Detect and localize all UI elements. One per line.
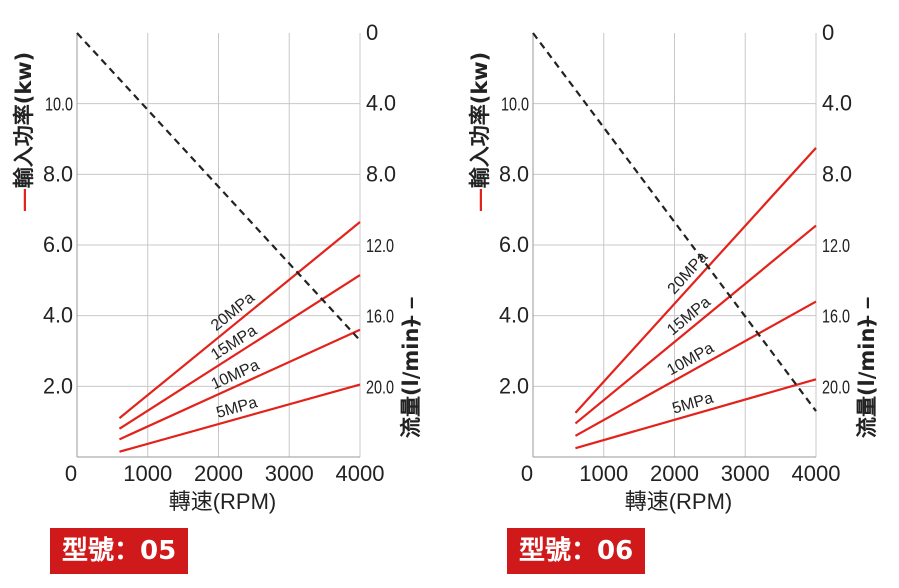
x-tick-label: 0 [521, 461, 533, 486]
x-tick-label: 0 [65, 461, 77, 486]
power-line-15MPa [118, 274, 361, 430]
y-left-tick-label: 4.0 [43, 303, 73, 328]
y-left-axis-title: 輸入功率(kw) [468, 52, 492, 189]
model-label-05: 型號：05 [50, 528, 189, 574]
power-line-5MPa [575, 378, 817, 450]
y-right-tick-label: 8.0 [366, 161, 396, 186]
x-tick-label: 1000 [123, 461, 172, 486]
y-left-tick-label: 10.0 [501, 95, 529, 115]
y-right-series-marker: – – [398, 297, 423, 328]
power-line-10MPa [574, 300, 817, 437]
y-left-tick-label: 6.0 [499, 232, 529, 257]
y-right-tick-label: 4.0 [366, 91, 396, 116]
y-right-tick-label: 12.0 [366, 236, 394, 256]
power-line-10MPa [118, 328, 361, 441]
y-right-tick-label: 16.0 [822, 307, 850, 327]
y-left-tick-label: 10.0 [45, 95, 73, 115]
flow-rate-dashed-line [532, 32, 817, 412]
y-left-tick-label: 2.0 [499, 373, 529, 398]
x-tick-label: 2000 [194, 461, 243, 486]
y-right-axis-title: 流量(l/min) [855, 318, 879, 438]
power-line-20MPa [118, 221, 361, 419]
y-left-tick-label: 8.0 [499, 161, 529, 186]
x-tick-label: 1000 [579, 461, 628, 486]
series-label: 5MPa [214, 394, 259, 422]
x-axis-title: 轉速(RPM) [625, 489, 733, 514]
chart-0: 2.0 4.0 6.0 8.0 10.0 0 4.0 8.0 12.0 16.0 20.0 0 1000… [11, 20, 423, 514]
x-tick-label: 3000 [265, 461, 314, 486]
chart-1: 2.0 4.0 6.0 8.0 10.0 0 4.0 8.0 12.0 16.0 20.0 0 1000… [467, 20, 879, 514]
y-left-series-marker: — [11, 189, 36, 211]
series-label: 5MPa [670, 390, 715, 418]
power-line-5MPa [119, 383, 361, 453]
x-tick-label: 2000 [650, 461, 699, 486]
y-left-series-marker: — [467, 189, 492, 211]
x-tick-label: 4000 [336, 461, 385, 486]
x-tick-label: 3000 [721, 461, 770, 486]
y-left-tick-label: 2.0 [43, 373, 73, 398]
y-right-tick-label: 16.0 [366, 307, 394, 327]
y-right-series-marker: – – [854, 297, 879, 328]
series-label: 10MPa [664, 340, 717, 380]
y-left-axis-title: 輸入功率(kw) [12, 52, 36, 189]
y-left-tick-label: 8.0 [43, 161, 73, 186]
y-right-tick-label: 0 [366, 20, 378, 45]
x-axis-title: 轉速(RPM) [169, 489, 277, 514]
y-right-axis-title: 流量(l/min) [399, 318, 423, 438]
y-right-tick-label: 8.0 [822, 161, 852, 186]
y-right-tick-label: 4.0 [822, 91, 852, 116]
model-label-06: 型號：06 [507, 528, 646, 574]
x-tick-label: 4000 [792, 461, 841, 486]
y-left-tick-label: 4.0 [499, 303, 529, 328]
y-right-tick-label: 0 [822, 20, 834, 45]
y-left-tick-label: 6.0 [43, 232, 73, 257]
y-right-tick-label: 20.0 [366, 377, 394, 397]
y-right-tick-label: 20.0 [822, 377, 850, 397]
y-right-tick-label: 12.0 [822, 236, 850, 256]
power-line-20MPa [574, 147, 817, 414]
flow-rate-dashed-line [76, 32, 361, 342]
power-line-15MPa [574, 224, 817, 425]
